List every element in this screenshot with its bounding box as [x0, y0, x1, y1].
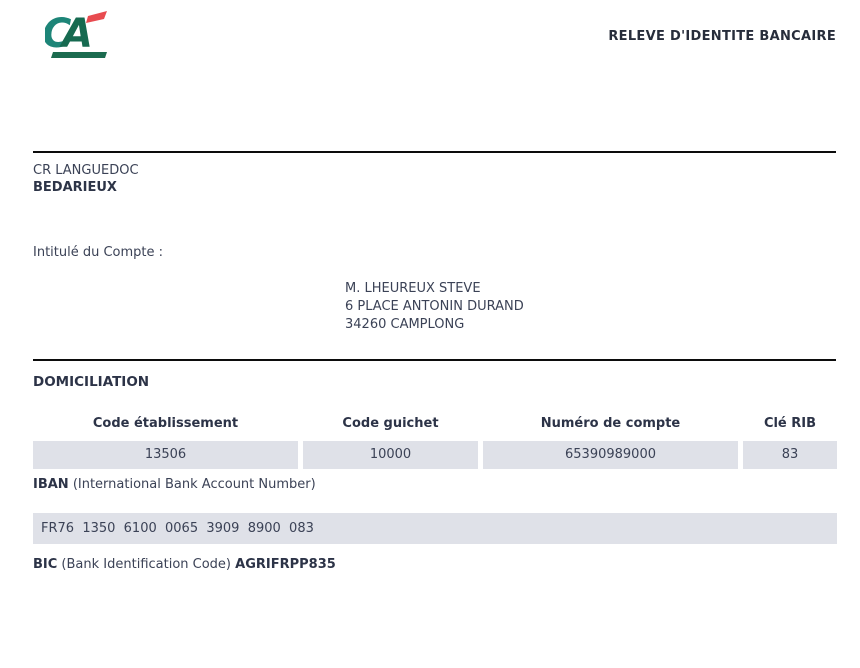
account-holder-label: Intitulé du Compte : — [33, 245, 164, 260]
bank-region: CR LANGUEDOC — [33, 163, 139, 178]
iban-label-acronym: IBAN — [33, 477, 69, 492]
header-code-etablissement: Code établissement — [92, 416, 239, 431]
holder-street: 6 PLACE ANTONIN DURAND — [345, 299, 524, 314]
middle-divider — [33, 359, 836, 361]
svg-text:C: C — [45, 11, 71, 57]
value-numero-compte: 65390989000 — [483, 441, 738, 469]
holder-name: M. LHEUREUX STEVE — [345, 281, 481, 296]
iban-value: FR76 1350 6100 0065 3909 8900 083 — [33, 513, 837, 544]
bic-value: AGRIFRPP835 — [235, 557, 336, 572]
value-code-etablissement: 13506 — [33, 441, 298, 469]
rib-table: Code établissement Code guichet Numéro d… — [33, 413, 837, 469]
bank-agency-block: CR LANGUEDOC BEDARIEUX — [33, 162, 139, 196]
ca-logo-icon: C A — [42, 11, 107, 58]
bic-label-full: (Bank Identification Code) — [57, 557, 236, 572]
iban-label-full: (International Bank Account Number) — [68, 477, 316, 492]
rib-table-value-row: 13506 10000 65390989000 83 — [33, 441, 837, 469]
rib-table-header-row: Code établissement Code guichet Numéro d… — [33, 413, 837, 434]
account-holder-address: M. LHEUREUX STEVE 6 PLACE ANTONIN DURAND… — [345, 280, 524, 334]
holder-city: 34260 CAMPLONG — [345, 317, 465, 332]
credit-agricole-logo: C A — [42, 11, 109, 59]
bank-agency: BEDARIEUX — [33, 180, 117, 195]
value-cle-rib: 83 — [743, 441, 837, 469]
value-code-guichet: 10000 — [303, 441, 478, 469]
header-cle-rib: Clé RIB — [763, 416, 817, 431]
header-numero-compte: Numéro de compte — [540, 416, 681, 431]
bic-label-acronym: BIC — [33, 557, 58, 572]
iban-label: IBAN (International Bank Account Number) — [33, 477, 316, 492]
top-divider — [33, 151, 836, 153]
bic-line: BIC (Bank Identification Code) AGRIFRPP8… — [33, 557, 336, 572]
domiciliation-title: DOMICILIATION — [33, 374, 150, 390]
header-code-guichet: Code guichet — [342, 416, 439, 431]
document-title: RELEVE D'IDENTITE BANCAIRE — [608, 29, 836, 44]
